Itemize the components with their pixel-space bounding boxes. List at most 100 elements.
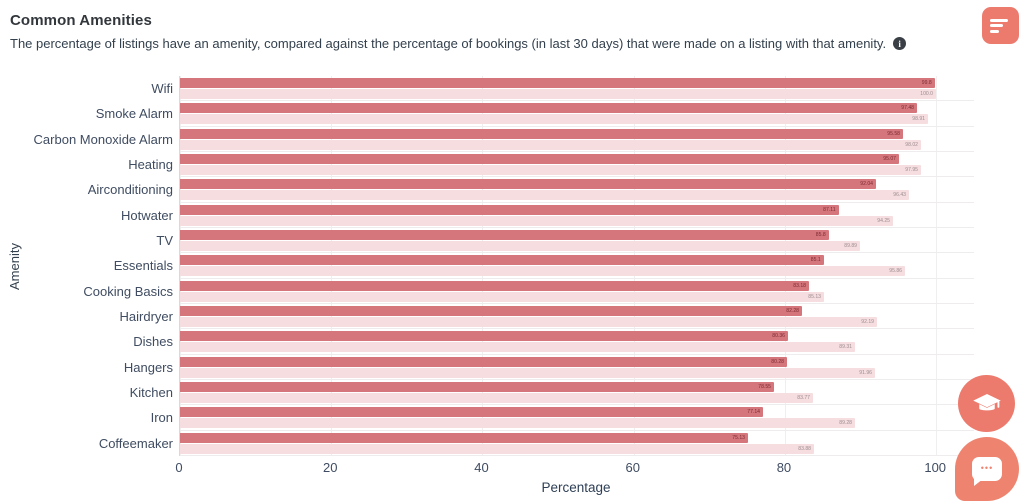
x-axis-ticks: 0 20 40 60 80 100 (175, 460, 973, 476)
bar-value-label: 95.07 (883, 156, 896, 162)
category-label-hairdryer: Hairdryer (119, 309, 173, 325)
gridline-80 (784, 76, 786, 456)
bar-bookings-on-listings-with-amenity-pct[interactable]: 100.0 (180, 89, 937, 99)
subtitle-row: The percentage of listings have an ameni… (10, 36, 907, 51)
bar-value-label: 89.89 (843, 243, 857, 249)
category-label-iron: Iron (150, 410, 173, 426)
bar-value-label: 96.43 (893, 192, 907, 198)
bar-value-label: 75.13 (732, 435, 746, 441)
chart-options-button[interactable] (982, 7, 1019, 44)
bar-value-label: 87.11 (823, 207, 836, 213)
bar-listings-with-amenity-pct[interactable]: 80.28 (180, 356, 788, 367)
bar-bookings-on-listings-with-amenity-pct[interactable]: 96.43 (180, 190, 910, 201)
chart-description: The percentage of listings have an ameni… (10, 36, 887, 51)
bar-value-label: 83.18 (793, 283, 806, 289)
bar-value-label: 92.04 (860, 181, 873, 187)
graduation-cap-icon (971, 389, 1003, 419)
gridline-40 (482, 76, 484, 456)
category-label-wifi: Wifi (151, 81, 173, 97)
bar-value-label: 100.0 (920, 91, 934, 97)
bar-listings-with-amenity-pct[interactable]: 77.14 (180, 407, 764, 418)
plot-area: 99.8 100.0 97.48 98.91 95.58 98.02 95.07 97.95 9… (179, 76, 974, 456)
bar-listings-with-amenity-pct[interactable]: 99.8 (180, 78, 935, 88)
bar-value-label: 92.19 (861, 319, 875, 325)
bar-value-label: 98.02 (905, 142, 919, 148)
bar-value-label: 89.31 (839, 344, 853, 350)
bar-value-label: 85.1 (810, 257, 821, 263)
category-label-coffeemaker: Coffeemaker (98, 435, 173, 451)
x-axis-title: Percentage (541, 480, 611, 495)
bar-listings-with-amenity-pct[interactable]: 78.55 (180, 382, 774, 392)
row-separator (180, 227, 974, 228)
x-tick-label-40: 40 (474, 460, 489, 475)
bar-bookings-on-listings-with-amenity-pct[interactable]: 85.13 (180, 291, 824, 302)
bar-value-label: 80.28 (771, 359, 785, 365)
bar-bookings-on-listings-with-amenity-pct[interactable]: 83.88 (180, 443, 815, 454)
bar-value-label: 97.95 (904, 167, 918, 173)
bar-listings-with-amenity-pct[interactable]: 87.11 (180, 204, 839, 215)
row-separator (180, 100, 974, 102)
row-separator (180, 176, 974, 178)
bar-bookings-on-listings-with-amenity-pct[interactable]: 95.86 (180, 266, 905, 277)
category-label-dishes: Dishes (133, 334, 173, 350)
info-icon[interactable]: i (893, 37, 907, 50)
category-label-airconditioning: Airconditioning (87, 182, 173, 198)
bar-value-label: 95.58 (887, 131, 900, 137)
bar-bookings-on-listings-with-amenity-pct[interactable]: 89.31 (180, 342, 856, 353)
gridline-0 (180, 76, 181, 456)
row-separator (180, 125, 974, 127)
row-separator (180, 404, 974, 406)
row-separator (180, 429, 974, 431)
category-label-kitchen: Kitchen (129, 385, 173, 401)
bar-bookings-on-listings-with-amenity-pct[interactable]: 98.91 (180, 114, 928, 125)
bar-bookings-on-listings-with-amenity-pct[interactable]: 94.25 (180, 215, 893, 226)
page-title: Common Amenities (10, 12, 152, 29)
bar-listings-with-amenity-pct[interactable]: 97.48 (180, 103, 918, 114)
category-label-essentials: Essentials (113, 258, 173, 274)
bar-bookings-on-listings-with-amenity-pct[interactable]: 92.19 (180, 317, 878, 327)
y-category-labels: Wifi Smoke Alarm Carbon Monoxide Alarm Heat… (0, 76, 173, 456)
bar-bookings-on-listings-with-amenity-pct[interactable]: 89.28 (180, 418, 856, 429)
bar-listings-with-amenity-pct[interactable]: 85.8 (180, 230, 829, 240)
row-separator (180, 252, 974, 254)
bar-listings-with-amenity-pct[interactable]: 95.58 (180, 128, 903, 139)
gridline-20 (331, 76, 333, 456)
bar-value-label: 99.8 (921, 80, 932, 86)
bar-listings-with-amenity-pct[interactable]: 92.04 (180, 179, 876, 190)
row-separator (180, 455, 974, 456)
row-separator (180, 151, 974, 152)
bar-listings-with-amenity-pct[interactable]: 95.07 (180, 154, 899, 164)
bar-value-label: 82.28 (786, 308, 800, 314)
chat-widget-button[interactable]: ••• (955, 437, 1019, 501)
bar-bookings-on-listings-with-amenity-pct[interactable]: 98.02 (180, 139, 922, 150)
bar-value-label: 94.25 (876, 218, 890, 224)
bar-value-label: 95.86 (889, 268, 902, 274)
row-separator (180, 328, 974, 330)
category-label-smoke-alarm: Smoke Alarm (95, 106, 173, 122)
bar-bookings-on-listings-with-amenity-pct[interactable]: 83.77 (180, 393, 814, 403)
bar-bookings-on-listings-with-amenity-pct[interactable]: 97.95 (180, 165, 921, 175)
category-label-carbon-monoxide-alarm: Carbon Monoxide Alarm (33, 131, 173, 147)
bar-listings-with-amenity-pct[interactable]: 85.1 (180, 255, 824, 266)
bar-value-label: 83.77 (797, 395, 811, 401)
row-separator (180, 379, 974, 380)
bar-listings-with-amenity-pct[interactable]: 83.18 (180, 280, 809, 291)
row-separator (180, 353, 974, 355)
bar-listings-with-amenity-pct[interactable]: 82.28 (180, 306, 803, 316)
bar-value-label: 89.28 (839, 420, 853, 426)
bar-value-label: 78.55 (758, 384, 771, 390)
row-separator (180, 277, 974, 279)
education-button[interactable] (958, 375, 1015, 432)
bar-listings-with-amenity-pct[interactable]: 75.13 (180, 432, 749, 443)
bar-value-label: 97.48 (901, 105, 915, 111)
category-label-cooking-basics: Cooking Basics (83, 283, 173, 299)
bar-value-label: 91.96 (859, 370, 873, 376)
category-label-heating: Heating (128, 157, 173, 173)
row-separator (180, 201, 974, 203)
bar-bookings-on-listings-with-amenity-pct[interactable]: 91.96 (180, 367, 876, 378)
category-label-tv: TV (156, 233, 173, 249)
bar-bookings-on-listings-with-amenity-pct[interactable]: 89.89 (180, 241, 860, 251)
bar-listings-with-amenity-pct[interactable]: 80.36 (180, 331, 788, 342)
category-label-hotwater: Hotwater (120, 207, 173, 223)
